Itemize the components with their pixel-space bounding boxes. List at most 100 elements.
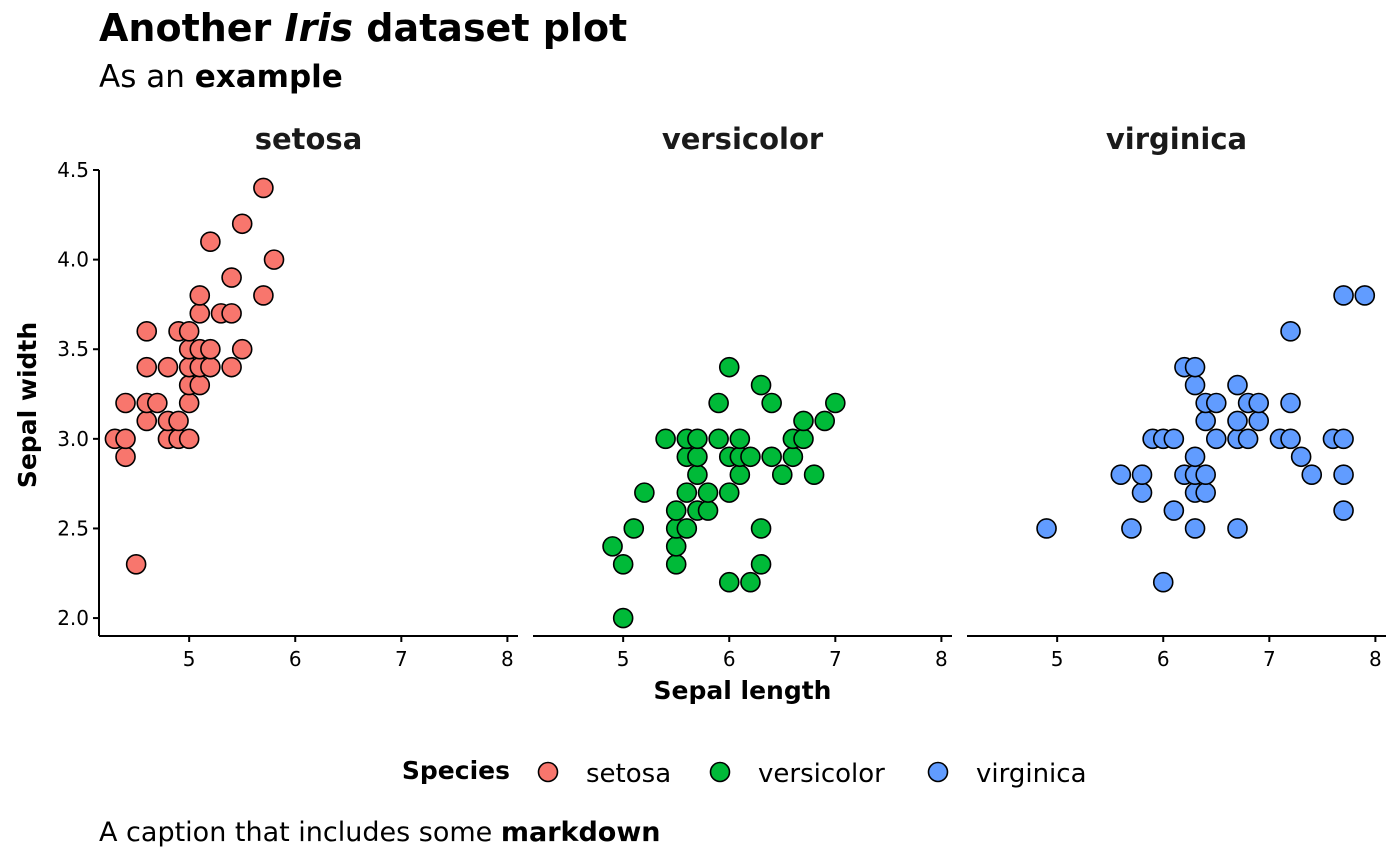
legend-label-versicolor: versicolor (758, 759, 885, 789)
data-point-versicolor (665, 500, 687, 521)
data-point-virginica (1184, 446, 1206, 468)
x-tick-label: 7 (1263, 647, 1276, 671)
data-point-virginica (1237, 428, 1259, 450)
data-point-setosa (231, 213, 253, 235)
data-point-virginica (1131, 482, 1153, 503)
data-point-versicolor (761, 446, 782, 468)
data-point-virginica (1163, 500, 1185, 521)
facet-strip-virginica: virginica (1106, 122, 1247, 156)
data-point-virginica (1290, 446, 1312, 468)
data-point-versicolor (634, 482, 655, 503)
chart-title: Another Iris dataset plot (99, 6, 628, 50)
caption-bold-text: markdown (500, 817, 661, 848)
data-point-versicolor (740, 446, 761, 468)
data-point-virginica (1184, 374, 1206, 396)
data-point-versicolor (750, 554, 772, 575)
legend-label-virginica: virginica (976, 759, 1087, 789)
x-tick-label: 7 (829, 647, 842, 671)
legend-title: Species (402, 756, 510, 785)
data-point-versicolor (793, 410, 814, 432)
legend-label-setosa: setosa (586, 759, 671, 789)
data-point-setosa (253, 285, 274, 306)
data-point-setosa (263, 249, 285, 270)
facet-strip-setosa: setosa (255, 122, 363, 156)
data-point-setosa (231, 338, 253, 360)
data-point-setosa (115, 392, 136, 414)
data-point-setosa (221, 303, 242, 324)
caption-text: A caption that includes some (99, 817, 501, 848)
data-point-setosa (115, 428, 136, 450)
legend-key-setosa (537, 761, 559, 783)
data-point-setosa (221, 356, 242, 378)
data-point-versicolor (803, 464, 825, 485)
subtitle-text: As an (99, 59, 195, 95)
data-point-virginica (1354, 285, 1376, 306)
data-point-virginica (1333, 428, 1354, 450)
data-point-setosa (189, 303, 211, 324)
data-point-versicolor (676, 482, 698, 503)
title-italic-text: Iris (284, 6, 354, 50)
data-point-setosa (200, 356, 221, 378)
title-text-end: dataset plot (353, 6, 628, 50)
chart-subtitle: As an example (99, 60, 343, 94)
data-point-virginica (1248, 392, 1270, 414)
data-point-setosa (178, 392, 200, 414)
data-point-versicolor (761, 392, 782, 414)
data-point-versicolor (665, 554, 687, 575)
data-point-virginica (1280, 428, 1301, 450)
data-point-virginica (1227, 518, 1248, 539)
data-point-virginica (1195, 482, 1216, 503)
y-axis-title: Sepal width (13, 322, 42, 488)
data-point-setosa (221, 267, 242, 288)
x-tick-label: 6 (1157, 647, 1170, 671)
data-point-virginica (1184, 518, 1206, 539)
x-tick-label: 5 (1051, 647, 1064, 671)
data-point-versicolor (687, 464, 708, 485)
data-point-virginica (1280, 392, 1301, 414)
data-point-setosa (147, 392, 168, 414)
data-point-virginica (1280, 321, 1301, 342)
x-tick-label: 8 (935, 647, 948, 671)
data-point-virginica (1036, 518, 1057, 539)
data-point-setosa (136, 321, 158, 342)
data-point-setosa (189, 285, 211, 306)
data-point-virginica (1195, 410, 1216, 432)
data-point-virginica (1333, 464, 1354, 485)
data-point-versicolor (771, 464, 793, 485)
data-point-virginica (1248, 410, 1270, 432)
data-point-versicolor (697, 482, 719, 503)
data-point-virginica (1301, 464, 1323, 485)
data-point-versicolor (782, 446, 804, 468)
data-point-versicolor (750, 374, 772, 396)
data-point-versicolor (718, 356, 740, 378)
data-point-versicolor (655, 428, 676, 450)
data-point-versicolor (718, 482, 740, 503)
data-point-versicolor (814, 410, 836, 432)
x-tick-label: 6 (289, 647, 302, 671)
y-tick-label: 4.5 (57, 158, 89, 182)
y-tick-label: 3.5 (57, 337, 89, 361)
data-point-setosa (200, 338, 221, 360)
data-point-versicolor (793, 428, 814, 450)
x-tick-label: 6 (723, 647, 736, 671)
x-axis-title: Sepal length (654, 676, 832, 705)
legend-key-virginica (927, 761, 949, 783)
y-tick-label: 4.0 (57, 248, 89, 272)
data-point-versicolor (729, 464, 751, 485)
data-point-virginica (1205, 392, 1227, 414)
subtitle-bold-text: example (194, 59, 343, 95)
data-point-virginica (1205, 428, 1227, 450)
data-point-versicolor (612, 554, 634, 575)
data-point-setosa (200, 231, 221, 252)
x-tick-label: 5 (183, 647, 196, 671)
y-tick-label: 3.0 (57, 427, 89, 451)
data-point-setosa (178, 321, 200, 342)
data-point-versicolor (740, 571, 761, 593)
data-point-setosa (189, 374, 211, 396)
data-point-virginica (1184, 356, 1206, 378)
data-point-versicolor (697, 500, 719, 521)
data-point-setosa (136, 410, 158, 432)
data-point-versicolor (825, 392, 846, 414)
data-point-virginica (1333, 500, 1354, 521)
data-point-versicolor (676, 518, 698, 539)
